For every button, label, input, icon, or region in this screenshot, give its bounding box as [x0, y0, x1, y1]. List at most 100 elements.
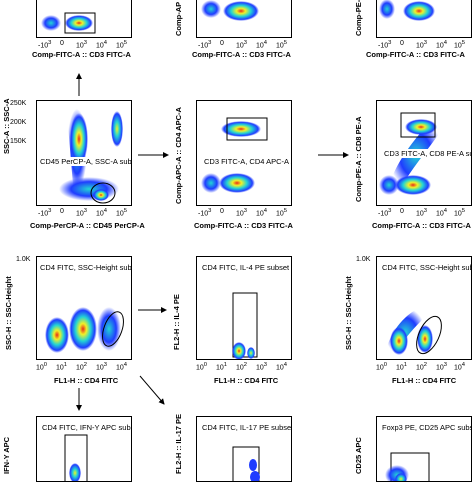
population-blob	[417, 325, 433, 353]
xtick: -103	[378, 208, 392, 218]
subset-label: CD4 FITC, IFN-Y APC subset	[41, 423, 131, 432]
x-axis-label: FL1-H :: CD4 FITC	[392, 376, 457, 385]
gate-rect	[64, 12, 96, 34]
gate-rect	[232, 446, 260, 481]
population-blob	[247, 347, 255, 359]
population-blob	[219, 173, 255, 193]
population-blob	[249, 459, 257, 471]
population-blob	[405, 119, 437, 135]
xtick: 103	[416, 208, 428, 218]
plot-cd4-ssc-left: CD4 FITC, SSC-Height subset	[36, 256, 132, 360]
xtick: 105	[454, 40, 466, 50]
xtick: 104	[116, 362, 128, 372]
xtick: 103	[96, 362, 108, 372]
population-blob	[223, 1, 259, 21]
plot-cd3-top-middle	[196, 0, 292, 38]
xtick: 103	[76, 208, 88, 218]
density-plot	[45, 307, 124, 353]
density-plot	[232, 292, 258, 359]
xtick: 102	[236, 362, 248, 372]
gate-rect	[400, 112, 436, 138]
xtick: 101	[216, 362, 228, 372]
xtick: -103	[38, 40, 52, 50]
plot-cd4-ssc-right: CD4 FITC, SSC-Height subset	[376, 256, 472, 360]
ytick: 250K	[10, 100, 27, 107]
x-axis-label: FL1-H :: CD4 FITC	[214, 376, 279, 385]
y-axis-label: CD25 APC	[354, 437, 363, 474]
population-blob	[232, 342, 246, 359]
xtick: 105	[276, 40, 288, 50]
plot-cd3-cd8: CD3 FITC-A, CD8 PE-A subset	[376, 100, 472, 206]
xtick: 0	[60, 40, 64, 47]
plot-cd45-ssc: CD45 PerCP-A, SSC-A subset	[36, 100, 132, 206]
xtick: -103	[198, 208, 212, 218]
gate-rect	[64, 434, 88, 481]
population-blob	[403, 1, 435, 21]
density-plot	[41, 12, 96, 34]
xtick: 103	[76, 40, 88, 50]
plot-cd3-top-left	[36, 0, 132, 38]
gate-rect	[232, 292, 258, 358]
xtick: 0	[400, 208, 404, 215]
population-blob	[69, 463, 81, 481]
xtick: 105	[116, 40, 128, 50]
plot-cd4-il4: CD4 FITC, IL-4 PE subset	[196, 256, 292, 360]
ytick: 150K	[10, 138, 27, 145]
xtick: 0	[60, 208, 64, 215]
population-blob	[97, 307, 121, 351]
xtick: 0	[220, 40, 224, 47]
xtick: 103	[256, 362, 268, 372]
ytick: 1.0K	[356, 256, 371, 263]
xtick: 104	[276, 362, 288, 372]
subset-label: Foxp3 PE, CD25 APC subset	[381, 423, 471, 432]
xtick: 103	[236, 40, 248, 50]
xtick: 105	[454, 208, 466, 218]
subset-label: CD3 FITC-A, CD4 APC-A subset	[203, 157, 291, 166]
plot-cd4-ifny: CD4 FITC, IFN-Y APC subset	[36, 416, 132, 482]
xtick: 100	[196, 362, 208, 372]
population-blob	[395, 175, 431, 195]
population-blob	[390, 327, 408, 355]
xtick: 104	[96, 40, 108, 50]
y-axis-label: FL2-H :: IL-17 PE	[174, 413, 183, 474]
x-axis-label: Comp-FITC-A :: CD3 FITC-A	[194, 221, 293, 230]
xtick: 105	[276, 208, 288, 218]
population-blob	[70, 113, 88, 165]
gate-ellipse	[102, 311, 124, 347]
population-blob	[65, 15, 93, 31]
x-axis-label: Comp-FITC-A :: CD3 FITC-A	[32, 50, 131, 59]
x-axis-label: Comp-FITC-A :: CD3 FITC-A	[192, 50, 291, 59]
subset-label: CD4 FITC, IL-4 PE subset	[201, 263, 291, 272]
x-axis-label: FL1-H :: CD4 FITC	[54, 376, 119, 385]
density-plot	[201, 0, 259, 21]
y-axis-label: FL2-H :: IL-4 PE	[172, 294, 181, 350]
y-axis-label: Comp-APC-A :: CD4 APC-A	[174, 107, 183, 204]
xtick: 103	[436, 362, 448, 372]
plot-cd4-il17: CD4 FITC, IL-17 PE subset	[196, 416, 292, 482]
x-axis-label: Comp-FITC-A :: CD3 FITC-A	[366, 50, 465, 59]
y-axis-label: IFN-Y APC	[2, 436, 11, 474]
population-blob	[93, 189, 109, 201]
population-blob	[201, 173, 221, 193]
gate-ellipse	[416, 315, 442, 355]
population-blob	[221, 121, 261, 137]
subset-label: CD4 FITC, SSC-Height subset	[39, 263, 131, 272]
population-blob	[379, 175, 399, 195]
arrow-diagonal	[139, 375, 165, 405]
x-axis-label: Comp-PerCP-A :: CD45 PerCP-A	[30, 221, 145, 230]
population-blob	[111, 111, 123, 147]
subset-label: CD3 FITC-A, CD8 PE-A subset	[383, 149, 471, 158]
density-plot	[59, 108, 123, 204]
xtick: 101	[396, 362, 408, 372]
gate-rect	[226, 117, 268, 141]
xtick: 104	[454, 362, 466, 372]
population-blob	[45, 317, 69, 353]
population-blob	[59, 177, 119, 201]
xtick: 104	[96, 208, 108, 218]
density-plot	[201, 117, 268, 193]
y-axis-label: SSC-H :: SSC-Height	[344, 276, 353, 350]
xtick: 104	[256, 40, 268, 50]
density-plot	[379, 0, 435, 21]
xtick: 103	[416, 40, 428, 50]
